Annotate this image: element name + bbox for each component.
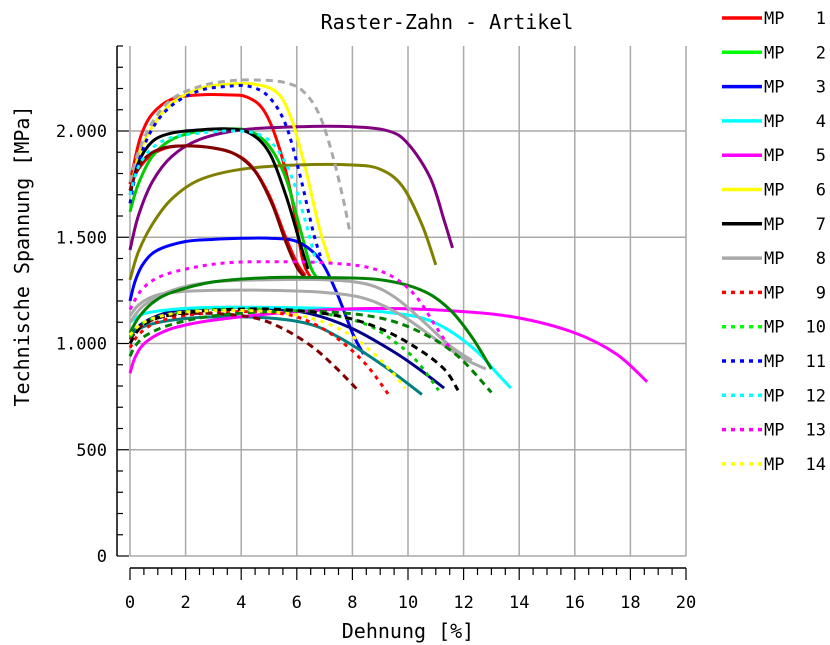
series-line-mp-5 <box>128 124 454 251</box>
y-tick-label: 1.500 <box>56 228 107 248</box>
legend-number-mp-3: 3 <box>816 78 826 98</box>
series-line-mp-14 <box>128 78 352 232</box>
legend-label-mp-5: MP <box>764 146 784 166</box>
legend-number-mp-5: 5 <box>816 146 826 166</box>
chart-title: Raster-Zahn - Artikel <box>321 10 574 34</box>
legend-label-mp-3: MP <box>764 78 784 98</box>
x-tick-label: 18 <box>620 593 640 613</box>
legend-label-mp-6: MP <box>764 181 784 201</box>
series-line-mp-12 <box>128 129 318 264</box>
legend-number-mp-7: 7 <box>816 215 826 235</box>
y-tick-label: 2.000 <box>56 122 107 142</box>
legend-label-mp-8: MP <box>764 249 784 269</box>
legend-label-mp-10: MP <box>764 318 784 338</box>
legend-number-mp-13: 13 <box>806 421 826 441</box>
legend-label-mp-13: MP <box>764 421 784 441</box>
legend-label-mp-2: MP <box>764 43 784 63</box>
legend-label-mp-9: MP <box>764 283 784 303</box>
x-tick-label: 20 <box>676 593 696 613</box>
x-tick-label: 16 <box>565 593 585 613</box>
series-line-mp-6 <box>128 162 438 281</box>
series-line-mp-11 <box>128 307 460 392</box>
legend-number-mp-8: 8 <box>816 249 826 269</box>
legend-number-mp-1: 1 <box>816 9 826 29</box>
x-tick-label: 8 <box>347 593 357 613</box>
legend-label-mp-12: MP <box>764 386 784 406</box>
legend-label-mp-4: MP <box>764 112 784 132</box>
series-line-mp-9 <box>128 310 390 396</box>
x-tick-label: 12 <box>453 593 473 613</box>
legend-number-mp-2: 2 <box>816 43 826 63</box>
axes <box>116 45 687 580</box>
legend: MP 1 MP 2 MP 3 MP 4 MP 5 MP 6 MP 7 MP 8 MP 9 MP 10 MP 11 MP 12 M… <box>722 9 826 475</box>
series-line-mp-14 <box>128 308 407 390</box>
series-line-mp-6 <box>128 81 332 264</box>
legend-label-mp-1: MP <box>764 9 784 29</box>
x-tick-label: 4 <box>236 593 246 613</box>
x-tick-label: 10 <box>398 593 418 613</box>
y-tick-label: 1.000 <box>56 335 107 355</box>
legend-number-mp-11: 11 <box>806 352 826 372</box>
legend-label-mp-14: MP <box>764 455 784 475</box>
y-axis-label: Technische Spannung [MPa] <box>10 105 34 406</box>
legend-number-mp-10: 10 <box>806 318 826 338</box>
series-line-mp-13 <box>128 260 451 349</box>
series-line-mp-8 <box>128 277 473 362</box>
series-line-mp-3 <box>128 236 365 355</box>
x-tick-label: 14 <box>509 593 529 613</box>
x-tick-label: 6 <box>292 593 302 613</box>
y-tick-label: 500 <box>76 441 107 461</box>
legend-number-mp-4: 4 <box>816 112 826 132</box>
series-line-mp-5 <box>128 306 649 383</box>
legend-number-mp-12: 12 <box>806 386 826 406</box>
legend-label-mp-7: MP <box>764 215 784 235</box>
legend-number-mp-14: 14 <box>806 455 826 475</box>
legend-label-mp-11: MP <box>764 352 784 372</box>
legend-number-mp-9: 9 <box>816 283 826 303</box>
x-tick-label: 2 <box>180 593 190 613</box>
series-line-mp-7 <box>128 144 307 279</box>
x-tick-label: 0 <box>125 593 135 613</box>
x-axis-label: Dehnung [%] <box>342 619 474 643</box>
series-line-mp-8 <box>128 275 493 370</box>
series-layer <box>128 78 649 396</box>
y-tick-label: 0 <box>97 547 107 567</box>
tick-labels: 0 500 1.000 1.500 2.000 0 2 4 6 8 10 12 14 16 18 20 <box>56 122 696 613</box>
series-line-mp-11 <box>128 83 324 262</box>
legend-number-mp-6: 6 <box>816 181 826 201</box>
series-line-mp-7 <box>128 127 310 270</box>
